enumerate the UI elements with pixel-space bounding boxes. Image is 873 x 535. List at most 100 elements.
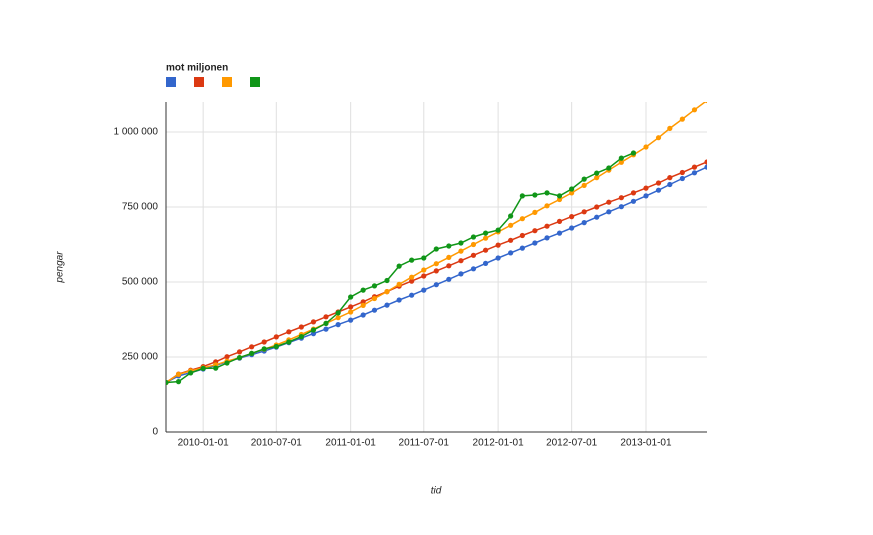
data-point bbox=[581, 220, 587, 226]
data-point bbox=[594, 170, 600, 176]
data-point bbox=[618, 204, 624, 210]
data-point bbox=[298, 324, 304, 330]
data-point bbox=[581, 182, 587, 188]
data-point bbox=[704, 159, 707, 165]
data-point bbox=[556, 193, 563, 199]
data-point bbox=[630, 198, 637, 204]
data-point bbox=[532, 228, 538, 234]
data-point bbox=[643, 193, 649, 199]
data-point bbox=[433, 246, 439, 252]
chart-title: mot miljonen bbox=[166, 63, 228, 74]
series-line bbox=[166, 166, 707, 384]
data-point bbox=[384, 289, 390, 295]
data-point bbox=[421, 255, 427, 261]
data-point bbox=[310, 331, 317, 337]
x-tick-label: 2011-07-01 bbox=[399, 438, 450, 449]
y-tick-label: 500 000 bbox=[122, 277, 159, 288]
data-point bbox=[482, 247, 489, 253]
data-point bbox=[261, 346, 267, 352]
data-point bbox=[532, 240, 538, 246]
data-point bbox=[323, 314, 329, 320]
y-tick-label: 750 000 bbox=[122, 202, 159, 213]
data-point bbox=[508, 237, 514, 243]
data-point bbox=[348, 309, 354, 315]
data-point bbox=[236, 355, 243, 361]
data-point bbox=[224, 354, 230, 360]
data-point bbox=[396, 281, 402, 287]
data-point bbox=[594, 175, 600, 181]
legend-swatch bbox=[194, 77, 204, 87]
data-point bbox=[236, 349, 243, 355]
data-point bbox=[348, 294, 354, 300]
data-point bbox=[310, 319, 317, 325]
data-point bbox=[679, 175, 685, 182]
data-point bbox=[286, 339, 292, 345]
data-point bbox=[446, 243, 452, 249]
y-tick-label: 250 000 bbox=[122, 352, 159, 363]
data-point bbox=[360, 287, 366, 293]
data-point bbox=[360, 302, 366, 308]
data-point bbox=[458, 271, 464, 277]
data-point bbox=[655, 135, 662, 141]
x-tick-label: 2012-01-01 bbox=[473, 438, 525, 449]
y-tick-label: 1 000 000 bbox=[114, 127, 159, 138]
y-axis-title: pengar bbox=[55, 251, 66, 284]
data-point bbox=[667, 125, 673, 131]
data-point bbox=[323, 326, 329, 332]
data-point bbox=[482, 235, 489, 241]
data-point bbox=[175, 371, 182, 377]
x-axis-title: tid bbox=[431, 486, 442, 497]
data-point bbox=[409, 274, 415, 280]
data-point bbox=[323, 320, 329, 326]
data-point bbox=[261, 339, 267, 345]
data-point bbox=[396, 297, 402, 303]
data-point bbox=[618, 155, 624, 161]
data-point bbox=[630, 190, 637, 196]
data-point bbox=[519, 193, 525, 199]
data-point bbox=[409, 257, 415, 263]
data-point bbox=[643, 144, 649, 150]
data-point bbox=[335, 310, 341, 316]
data-point bbox=[482, 260, 489, 266]
data-point bbox=[470, 241, 477, 248]
data-point bbox=[396, 263, 402, 269]
data-point bbox=[446, 276, 452, 282]
data-point bbox=[495, 255, 501, 261]
data-point bbox=[348, 304, 354, 310]
data-point bbox=[348, 317, 354, 323]
data-point bbox=[421, 273, 427, 279]
data-point bbox=[594, 214, 600, 220]
data-point bbox=[409, 278, 415, 284]
data-point bbox=[409, 292, 415, 298]
data-point bbox=[421, 287, 427, 293]
data-point bbox=[166, 379, 169, 386]
data-point bbox=[298, 334, 304, 340]
data-point bbox=[691, 164, 698, 170]
data-point bbox=[286, 329, 292, 335]
data-point bbox=[175, 379, 182, 385]
data-point bbox=[679, 116, 685, 122]
x-tick-label: 2013-01-01 bbox=[620, 438, 672, 449]
data-point bbox=[495, 242, 501, 248]
data-point bbox=[556, 196, 563, 203]
data-point bbox=[335, 322, 341, 328]
data-point bbox=[569, 190, 575, 196]
data-point bbox=[446, 263, 452, 269]
data-point bbox=[249, 350, 255, 356]
data-point bbox=[606, 165, 612, 171]
data-point bbox=[556, 230, 563, 236]
data-point bbox=[458, 248, 464, 254]
data-point bbox=[384, 302, 390, 308]
data-point bbox=[188, 370, 194, 376]
data-point bbox=[606, 199, 612, 205]
data-point bbox=[556, 218, 563, 224]
x-tick-label: 2010-01-01 bbox=[178, 438, 230, 449]
data-point bbox=[544, 203, 550, 209]
data-point bbox=[371, 283, 378, 289]
data-point bbox=[532, 209, 538, 215]
series-line bbox=[166, 102, 707, 384]
data-point bbox=[458, 240, 464, 246]
data-point bbox=[273, 343, 279, 350]
data-point bbox=[544, 235, 550, 241]
